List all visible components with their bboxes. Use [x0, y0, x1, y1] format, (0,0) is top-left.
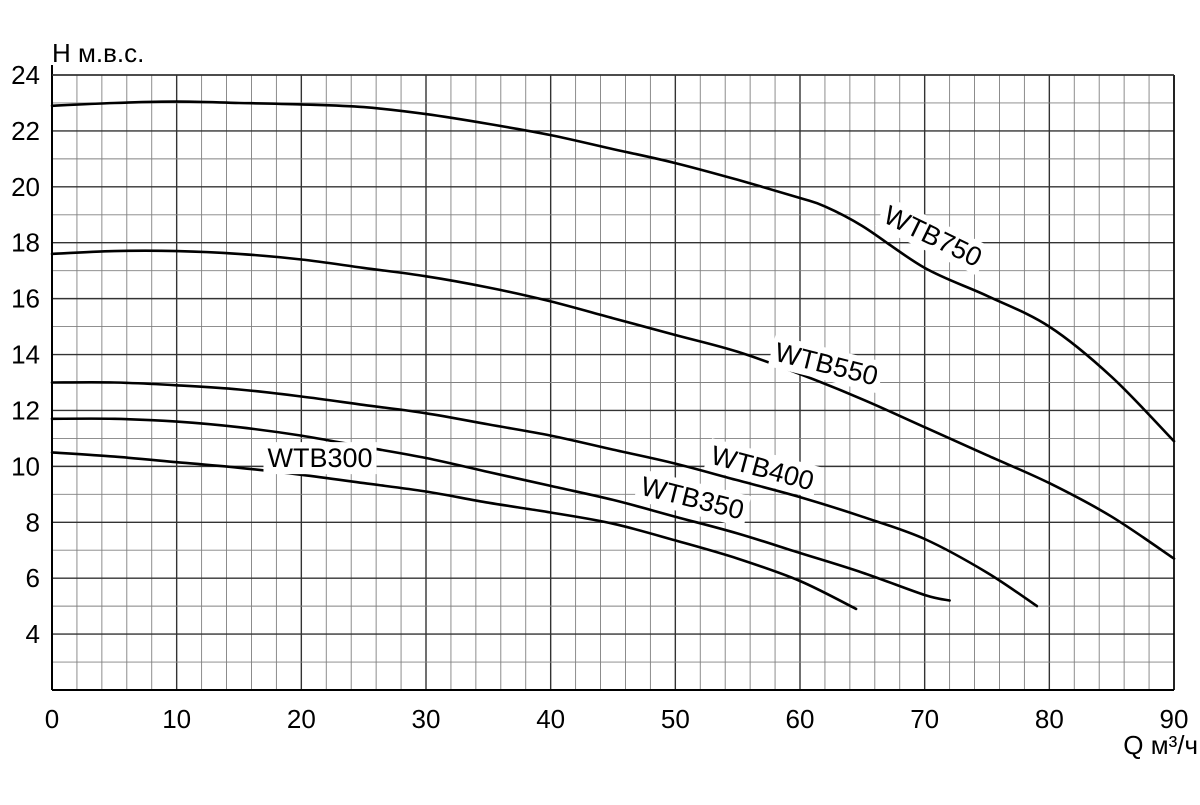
series-label-background — [703, 438, 822, 499]
grid — [51, 74, 1175, 691]
series-line-wtb300 — [50, 451, 858, 611]
series-label-background — [633, 468, 752, 528]
y-tick-label: 10 — [11, 451, 40, 481]
series-line-wtb400 — [50, 380, 1039, 608]
y-tick-label: 12 — [11, 395, 40, 425]
series-label-group-wtb350: WTB350 — [633, 468, 752, 528]
x-tick-label: 20 — [287, 704, 316, 734]
y-tick-label: 24 — [11, 60, 40, 90]
x-tick-label: 70 — [910, 704, 939, 734]
y-tick-label: 22 — [11, 116, 40, 146]
y-tick-label: 6 — [26, 563, 40, 593]
series-label-wtb750: WTB750 — [879, 200, 987, 273]
series-label-wtb300: WTB300 — [267, 443, 372, 473]
x-tick-label: 40 — [536, 704, 565, 734]
x-tick-label: 60 — [786, 704, 815, 734]
series-label-background — [767, 334, 886, 394]
series-label-group-wtb300: WTB300 — [263, 442, 377, 475]
series-line-wtb550 — [50, 249, 1176, 560]
x-tick-label: 30 — [412, 704, 441, 734]
x-tick-label: 90 — [1160, 704, 1189, 734]
series-line-wtb750 — [50, 100, 1176, 443]
tick-labels: 0 10 20 30 40 50 60 70 80 90 4 6 8 10 12 14 16 18 20 22 24 — [11, 60, 1188, 734]
plot-frame — [51, 65, 1175, 691]
y-tick-label: 4 — [26, 619, 40, 649]
y-tick-label: 8 — [26, 507, 40, 537]
x-tick-label: 50 — [661, 704, 690, 734]
y-tick-label: 18 — [11, 228, 40, 258]
x-tick-label: 80 — [1035, 704, 1064, 734]
y-tick-label: 14 — [11, 340, 40, 370]
x-axis-title: Q м³/ч — [1123, 730, 1198, 760]
y-tick-label: 16 — [11, 284, 40, 314]
y-axis-title: H м.в.с. — [52, 38, 144, 68]
series-line-wtb350 — [50, 417, 951, 602]
series-label-background — [263, 442, 377, 475]
series-label-group-wtb750: WTB750 — [875, 197, 991, 276]
series-lines — [50, 100, 1176, 611]
series-label-background — [875, 197, 991, 276]
x-tick-label: 10 — [162, 704, 191, 734]
x-tick-label: 0 — [45, 704, 59, 734]
y-tick-label: 20 — [11, 172, 40, 202]
